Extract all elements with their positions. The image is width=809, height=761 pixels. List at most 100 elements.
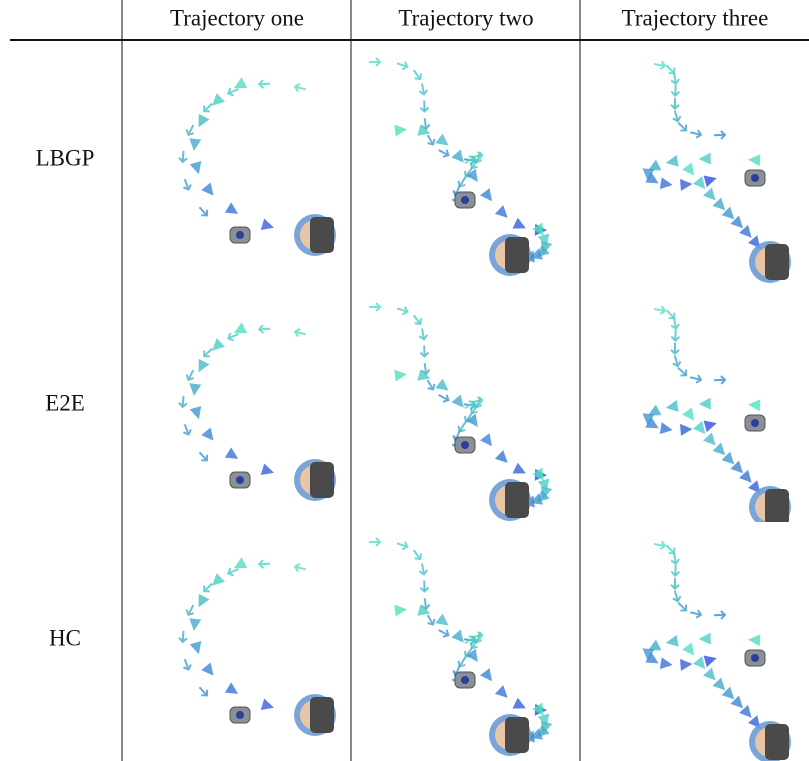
trajectory-arrow — [394, 123, 407, 136]
trajectory-arrow — [201, 183, 218, 200]
trajectory-arrow — [394, 368, 407, 381]
robot-sensor — [461, 676, 469, 684]
trajectory-arrow — [259, 560, 270, 569]
trajectory-arrow — [225, 682, 242, 699]
trajectory-arrow — [682, 407, 699, 424]
trajectory-arrow — [435, 614, 452, 631]
trajectory-arrow — [660, 177, 674, 191]
trajectory-arrow — [480, 188, 497, 205]
trajectory-arrow — [748, 634, 761, 647]
trajectory-arrow — [671, 590, 682, 603]
trajectory-arrow — [410, 68, 423, 82]
trajectory-arrow — [225, 447, 242, 464]
trajectory-arrow — [179, 151, 188, 163]
trajectory-arrow — [671, 565, 679, 576]
trajectory-arrow — [259, 325, 270, 334]
trajectory-arrow — [193, 594, 209, 610]
trajectory-arrow — [513, 698, 529, 714]
human-body — [310, 697, 334, 733]
trajectory-arrow — [185, 123, 197, 136]
trajectory-arrow — [704, 172, 719, 187]
trajectory-arrow — [261, 463, 276, 478]
trajectory-arrow — [480, 433, 497, 450]
trajectory-cell — [179, 77, 336, 256]
trajectory-arrow — [671, 110, 682, 123]
trajectory-arrow — [748, 399, 761, 412]
trajectory-arrow — [653, 305, 665, 315]
robot-sensor — [461, 196, 469, 204]
row-label: HC — [49, 625, 81, 650]
trajectory-arrow — [699, 153, 711, 165]
trajectory-arrow — [671, 343, 679, 354]
trajectory-arrow — [495, 205, 512, 222]
trajectory-arrow — [680, 423, 693, 436]
trajectory-arrow — [261, 218, 276, 233]
trajectory-arrow — [201, 663, 218, 680]
trajectory-arrow — [699, 398, 711, 410]
robot-sensor — [751, 419, 759, 427]
trajectory-arrow — [420, 100, 428, 111]
trajectory-arrow — [424, 378, 436, 392]
trajectory-arrow — [420, 345, 428, 356]
trajectory-arrow — [689, 608, 702, 618]
figure: Trajectory one Trajectory two Trajectory… — [0, 0, 809, 761]
trajectory-arrow — [190, 161, 205, 176]
trajectory-cell — [642, 305, 791, 528]
trajectory-arrow — [682, 162, 699, 179]
robot-sensor — [236, 231, 244, 239]
trajectory-arrow — [394, 603, 407, 616]
trajectory-arrow — [424, 613, 436, 627]
trajectory-arrow — [417, 369, 432, 384]
trajectory-arrow — [435, 134, 452, 151]
trajectory-arrow — [680, 178, 693, 191]
trajectory-arrow — [193, 114, 209, 130]
trajectory-arrow — [671, 85, 679, 96]
human-body — [765, 244, 789, 280]
trajectory-arrow — [259, 80, 270, 89]
column-header: Trajectory three — [622, 5, 769, 30]
trajectory-arrow — [369, 538, 380, 546]
trajectory-cell — [369, 303, 553, 521]
trajectory-arrow — [294, 563, 307, 573]
trajectory-arrow — [261, 698, 276, 713]
trajectory-arrow — [417, 124, 432, 139]
trajectory-arrow — [369, 58, 380, 66]
trajectory-arrow — [671, 578, 679, 589]
trajectory-arrow — [513, 218, 529, 234]
trajectory-arrow — [699, 633, 711, 645]
trajectory-arrow — [193, 359, 209, 375]
trajectory-arrow — [748, 154, 761, 167]
trajectory-arrow — [197, 685, 210, 698]
trajectory-arrow — [188, 383, 201, 396]
trajectory-arrow — [294, 328, 307, 338]
trajectory-arrow — [201, 101, 215, 114]
trajectory-arrow — [185, 368, 197, 381]
trajectory-arrow — [417, 604, 432, 619]
robot-sensor — [236, 476, 244, 484]
trajectory-cell — [642, 60, 791, 283]
trajectory-arrow — [369, 303, 380, 311]
trajectory-arrow — [437, 391, 450, 403]
trajectory-arrow — [225, 202, 242, 219]
row-label: E2E — [45, 390, 85, 415]
trajectory-arrow — [671, 330, 679, 341]
human-body — [505, 237, 529, 273]
trajectory-arrow — [714, 131, 725, 139]
trajectory-arrow — [181, 178, 192, 191]
trajectory-arrow — [682, 642, 699, 659]
robot-sensor — [236, 711, 244, 719]
trajectory-arrow — [704, 417, 719, 432]
trajectory-arrow — [689, 128, 702, 138]
trajectory-arrow — [201, 428, 218, 445]
trajectory-arrow — [410, 313, 423, 327]
trajectory-arrow — [665, 155, 679, 169]
trajectory-arrow — [208, 93, 225, 110]
trajectory-arrow — [653, 540, 665, 550]
trajectory-arrow — [495, 450, 512, 467]
trajectory-arrow — [396, 305, 409, 316]
trajectory-arrow — [714, 376, 725, 384]
trajectory-arrow — [660, 657, 674, 671]
column-header: Trajectory two — [398, 5, 533, 30]
trajectory-arrow — [671, 355, 682, 368]
trajectory-cell — [179, 322, 336, 501]
